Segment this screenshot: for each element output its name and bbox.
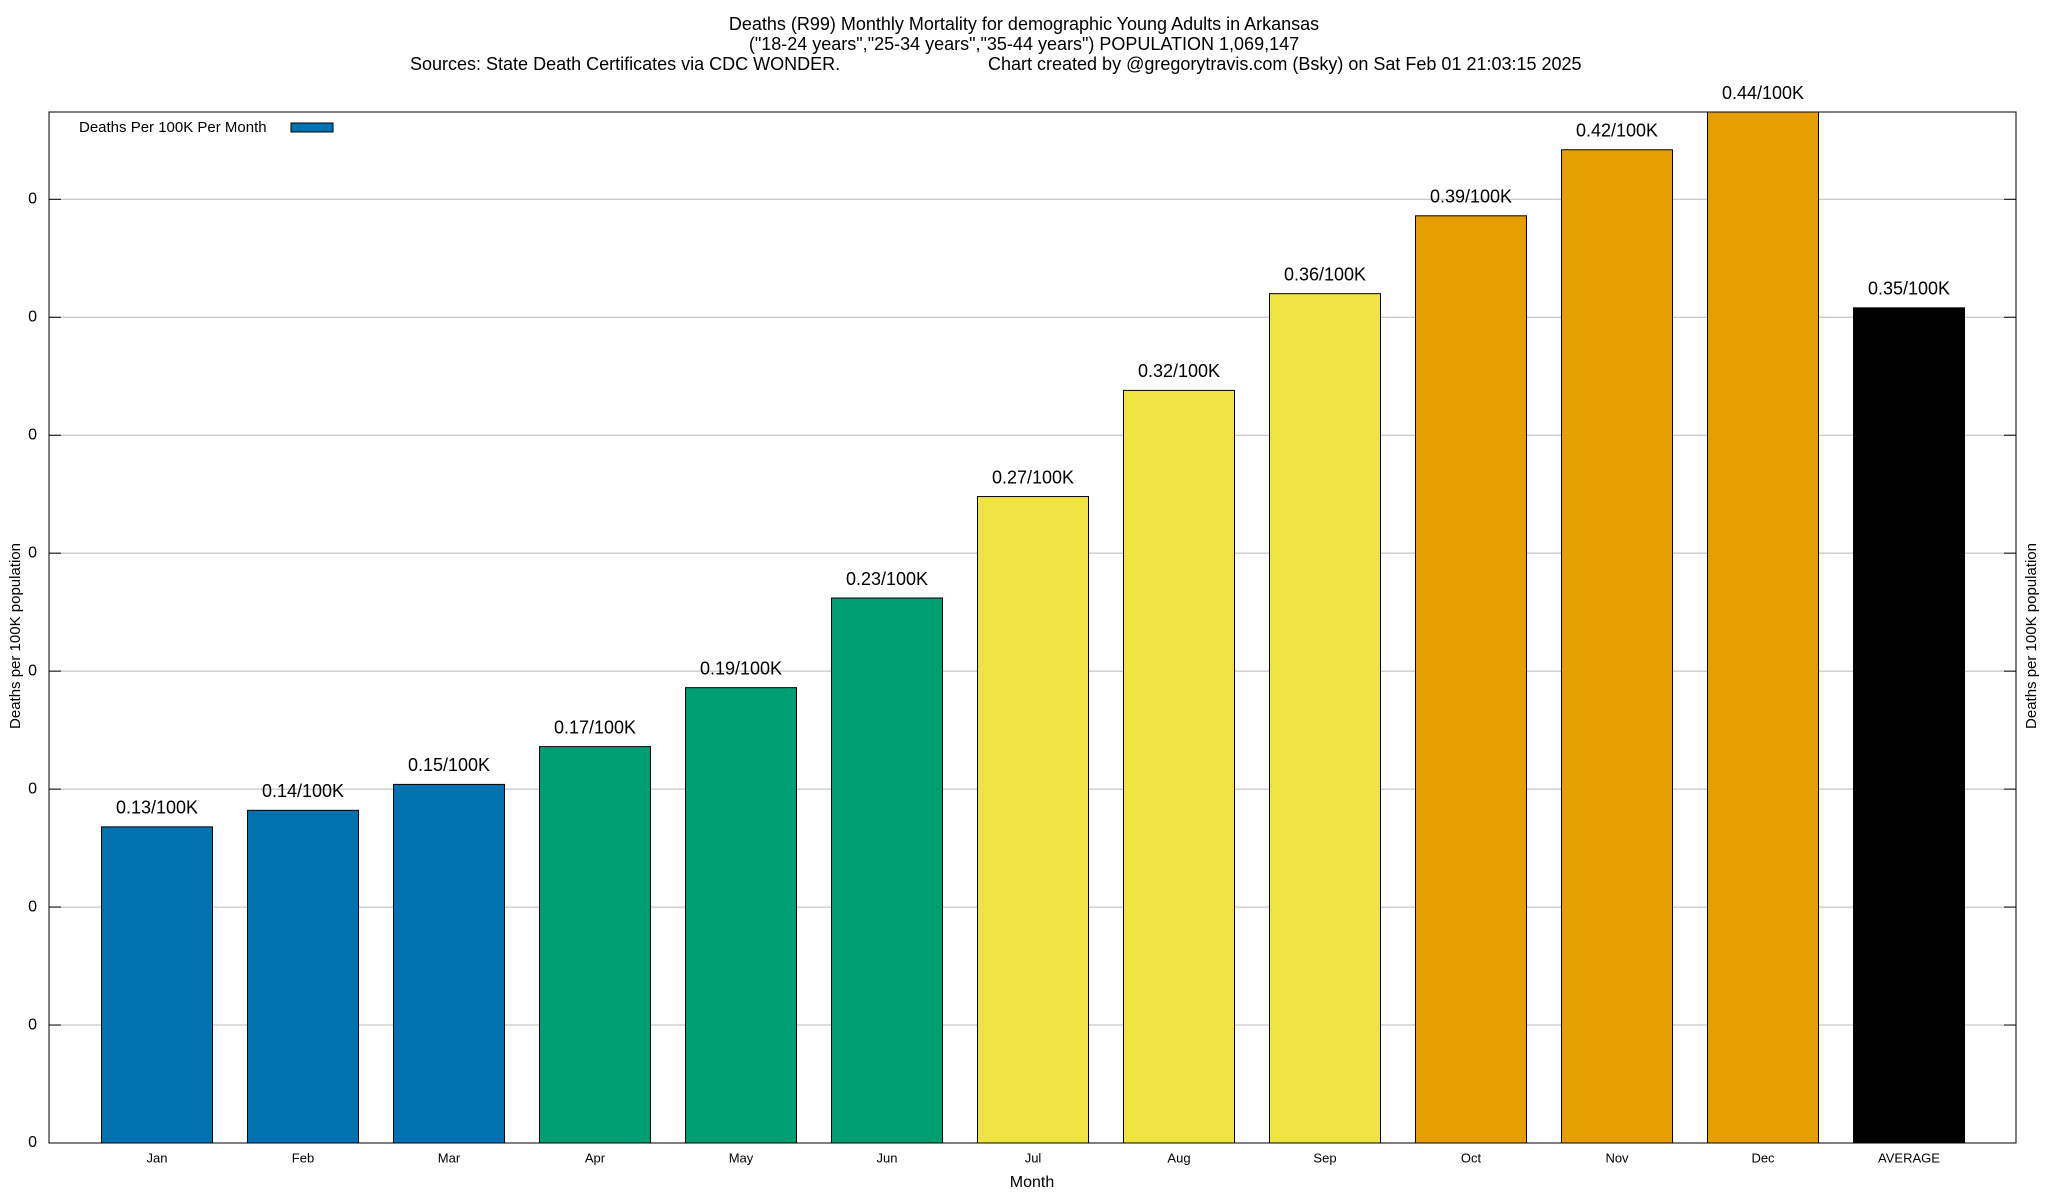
x-tick-label: Jul bbox=[1025, 1150, 1042, 1165]
x-tick-label: Nov bbox=[1605, 1150, 1629, 1165]
y-tick-label: 0 bbox=[28, 544, 37, 561]
bar bbox=[977, 496, 1089, 1144]
x-tick-label: AVERAGE bbox=[1878, 1150, 1940, 1165]
bar bbox=[1561, 149, 1673, 1144]
value-label: 0.42/100K bbox=[1576, 120, 1658, 140]
chart-source: Sources: State Death Certificates via CD… bbox=[410, 54, 840, 74]
value-label: 0.44/100K bbox=[1722, 83, 1804, 103]
y-tick-label: 0 bbox=[28, 898, 37, 915]
x-tick-label: Jun bbox=[877, 1150, 898, 1165]
x-tick-label: Aug bbox=[1167, 1150, 1190, 1165]
bar bbox=[1853, 307, 1965, 1144]
x-tick-label: Mar bbox=[438, 1150, 461, 1165]
x-tick-label: Sep bbox=[1313, 1150, 1336, 1165]
value-label: 0.36/100K bbox=[1284, 264, 1366, 284]
value-label: 0.15/100K bbox=[408, 755, 490, 775]
x-tick-label: Dec bbox=[1751, 1150, 1775, 1165]
bar bbox=[685, 687, 797, 1144]
value-label: 0.19/100K bbox=[700, 658, 782, 678]
x-axis-label: Month bbox=[1010, 1174, 1054, 1191]
x-tick-label: May bbox=[729, 1150, 754, 1165]
value-label: 0.39/100K bbox=[1430, 187, 1512, 207]
y-tick-label: 0 bbox=[28, 1134, 37, 1151]
x-tick-label: Oct bbox=[1461, 1150, 1482, 1165]
value-label: 0.32/100K bbox=[1138, 361, 1220, 381]
bar bbox=[1415, 215, 1527, 1144]
value-label: 0.14/100K bbox=[262, 781, 344, 801]
bar bbox=[101, 826, 213, 1144]
bar bbox=[393, 783, 505, 1144]
legend-swatch bbox=[290, 122, 334, 133]
y2-axis-label: Deaths per 100K population bbox=[2023, 543, 2040, 729]
y-tick-label: 0 bbox=[28, 191, 37, 208]
value-label: 0.17/100K bbox=[554, 717, 636, 737]
y-tick-label: 0 bbox=[28, 308, 37, 325]
chart-title: Deaths (R99) Monthly Mortality for demog… bbox=[729, 14, 1319, 34]
legend-label: Deaths Per 100K Per Month bbox=[79, 119, 267, 136]
bar bbox=[831, 597, 943, 1144]
bar bbox=[539, 746, 651, 1144]
value-label: 0.35/100K bbox=[1868, 279, 1950, 299]
y-tick-label: 0 bbox=[28, 1016, 37, 1033]
x-tick-label: Jan bbox=[147, 1150, 168, 1165]
plot-frame bbox=[48, 111, 2017, 1144]
y-tick-label: 0 bbox=[28, 426, 37, 443]
y-axis-label: Deaths per 100K population bbox=[7, 543, 24, 729]
bar bbox=[1269, 293, 1381, 1144]
value-label: 0.13/100K bbox=[116, 798, 198, 818]
value-label: 0.23/100K bbox=[846, 569, 928, 589]
bar bbox=[247, 809, 359, 1144]
y-tick-label: 0 bbox=[28, 662, 37, 679]
y-tick-label: 0 bbox=[28, 780, 37, 797]
x-tick-label: Feb bbox=[292, 1150, 314, 1165]
value-label: 0.27/100K bbox=[992, 467, 1074, 487]
chart-credit: Chart created by @gregorytravis.com (Bsk… bbox=[988, 54, 1582, 74]
bar bbox=[1707, 111, 1819, 1144]
chart-subtitle: ("18-24 years","25-34 years","35-44 year… bbox=[749, 34, 1299, 54]
x-tick-label: Apr bbox=[585, 1150, 606, 1165]
bar bbox=[1123, 389, 1235, 1144]
